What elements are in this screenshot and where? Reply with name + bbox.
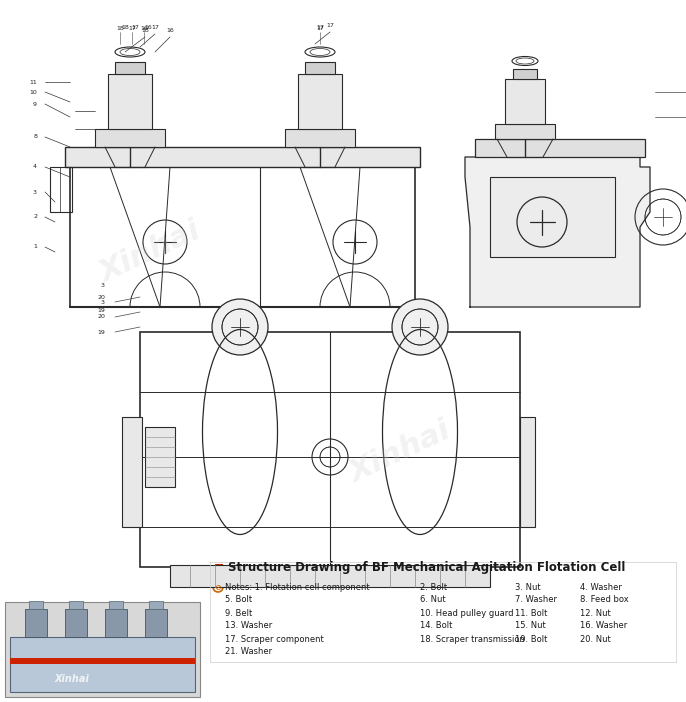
Circle shape	[212, 299, 268, 355]
Text: 18: 18	[121, 25, 129, 30]
Text: 12. Nut: 12. Nut	[580, 609, 611, 618]
Bar	[70, 162, 415, 307]
Bar	[109, 601, 123, 609]
Text: 18: 18	[141, 28, 149, 33]
Text: 4: 4	[33, 164, 37, 169]
Bar	[105, 609, 127, 637]
Bar	[170, 565, 490, 587]
Bar	[140, 332, 520, 567]
Bar	[513, 69, 537, 79]
Bar	[475, 139, 645, 157]
Text: 7. Washer: 7. Washer	[515, 595, 557, 604]
Bar	[25, 609, 47, 637]
Text: 21. Washer: 21. Washer	[225, 647, 272, 656]
Text: 19: 19	[97, 329, 105, 334]
Text: Xinhai: Xinhai	[344, 416, 456, 488]
Text: ⊘: ⊘	[215, 583, 222, 592]
Bar	[305, 62, 335, 74]
Text: Xinhai: Xinhai	[95, 216, 205, 288]
Text: 18. Scraper transmission: 18. Scraper transmission	[420, 635, 525, 644]
Bar	[215, 564, 223, 572]
Text: 6. Nut: 6. Nut	[420, 595, 446, 604]
Bar	[10, 637, 195, 692]
Text: Structure Drawing of BF Mechanical Agitation Flotation Cell: Structure Drawing of BF Mechanical Agita…	[228, 562, 626, 574]
Circle shape	[392, 299, 448, 355]
Bar	[65, 147, 420, 167]
Bar	[50, 167, 72, 212]
Bar	[520, 417, 535, 527]
Text: 11. Bolt: 11. Bolt	[515, 609, 547, 618]
Text: 17: 17	[131, 25, 139, 30]
Bar	[65, 609, 87, 637]
Bar	[5, 602, 200, 697]
Text: 17: 17	[326, 23, 334, 28]
Text: 5. Bolt: 5. Bolt	[225, 595, 252, 604]
Text: 8: 8	[33, 135, 37, 140]
Text: 2: 2	[33, 215, 37, 220]
Text: 8. Feed box: 8. Feed box	[580, 595, 629, 604]
Text: 17: 17	[316, 25, 324, 30]
Text: Xinhai: Xinhai	[55, 674, 90, 684]
Bar	[495, 124, 555, 139]
Bar	[108, 74, 152, 129]
Text: 19. Bolt: 19. Bolt	[515, 635, 547, 644]
Text: 14. Bolt: 14. Bolt	[420, 621, 452, 630]
Text: 1: 1	[33, 244, 37, 249]
Text: 11: 11	[29, 79, 37, 84]
Bar	[298, 74, 342, 129]
Text: 4. Washer: 4. Washer	[580, 583, 622, 592]
Text: 20: 20	[97, 295, 105, 300]
Text: 9: 9	[33, 102, 37, 107]
Bar	[95, 129, 165, 147]
Bar	[149, 601, 163, 609]
Text: 20: 20	[97, 314, 105, 319]
Text: 17: 17	[316, 26, 324, 31]
Bar	[145, 609, 167, 637]
Bar	[490, 177, 615, 257]
Text: 15. Nut: 15. Nut	[515, 621, 546, 630]
Text: 16: 16	[140, 26, 148, 31]
Text: 18: 18	[116, 26, 124, 31]
Bar	[505, 79, 545, 124]
Text: 17. Scraper component: 17. Scraper component	[225, 635, 324, 644]
Text: 10: 10	[29, 89, 37, 95]
Text: 3: 3	[33, 190, 37, 194]
Text: 13. Washer: 13. Washer	[225, 621, 272, 630]
Text: 3: 3	[101, 300, 105, 305]
Bar	[145, 427, 175, 487]
Text: 19: 19	[97, 308, 105, 313]
Bar	[122, 417, 142, 527]
Bar	[10, 658, 195, 664]
Bar	[115, 62, 145, 74]
Text: 3. Nut: 3. Nut	[515, 583, 541, 592]
Text: 17: 17	[128, 26, 136, 31]
Text: 16: 16	[144, 25, 152, 30]
Bar	[69, 601, 83, 609]
Text: 20. Nut: 20. Nut	[580, 635, 611, 644]
Text: 9. Belt: 9. Belt	[225, 609, 252, 618]
Text: Notes: 1. Flotation cell component: Notes: 1. Flotation cell component	[225, 583, 370, 592]
Text: 3: 3	[101, 283, 105, 288]
Text: 17: 17	[151, 25, 159, 30]
Text: 2. Bolt: 2. Bolt	[420, 583, 447, 592]
Bar	[29, 601, 43, 609]
Text: 16: 16	[166, 28, 174, 33]
Text: 10. Head pulley guard: 10. Head pulley guard	[420, 609, 514, 618]
Bar	[285, 129, 355, 147]
Polygon shape	[465, 157, 650, 307]
Text: 16. Washer: 16. Washer	[580, 621, 627, 630]
